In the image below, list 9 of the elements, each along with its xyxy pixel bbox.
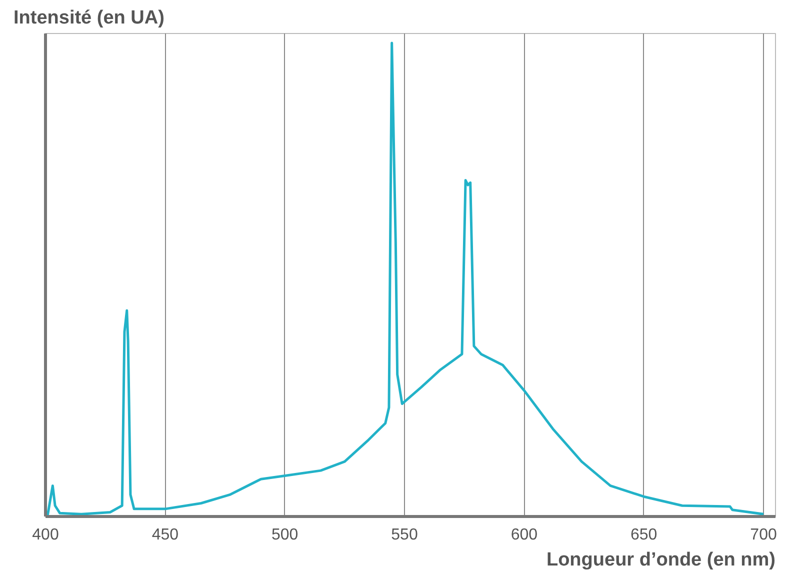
x-tick-label: 400 — [32, 526, 59, 544]
x-tick-label: 700 — [750, 526, 777, 544]
x-axis-title: Longueur d’onde (en nm) — [546, 550, 776, 570]
x-tick-label: 500 — [271, 526, 298, 544]
x-tick-label: 450 — [152, 526, 179, 544]
y-axis-title: Intensité (en UA) — [14, 8, 164, 28]
x-tick-label: 600 — [510, 526, 538, 544]
x-tick-label: 650 — [630, 526, 658, 544]
x-tick-label: 550 — [391, 526, 418, 544]
